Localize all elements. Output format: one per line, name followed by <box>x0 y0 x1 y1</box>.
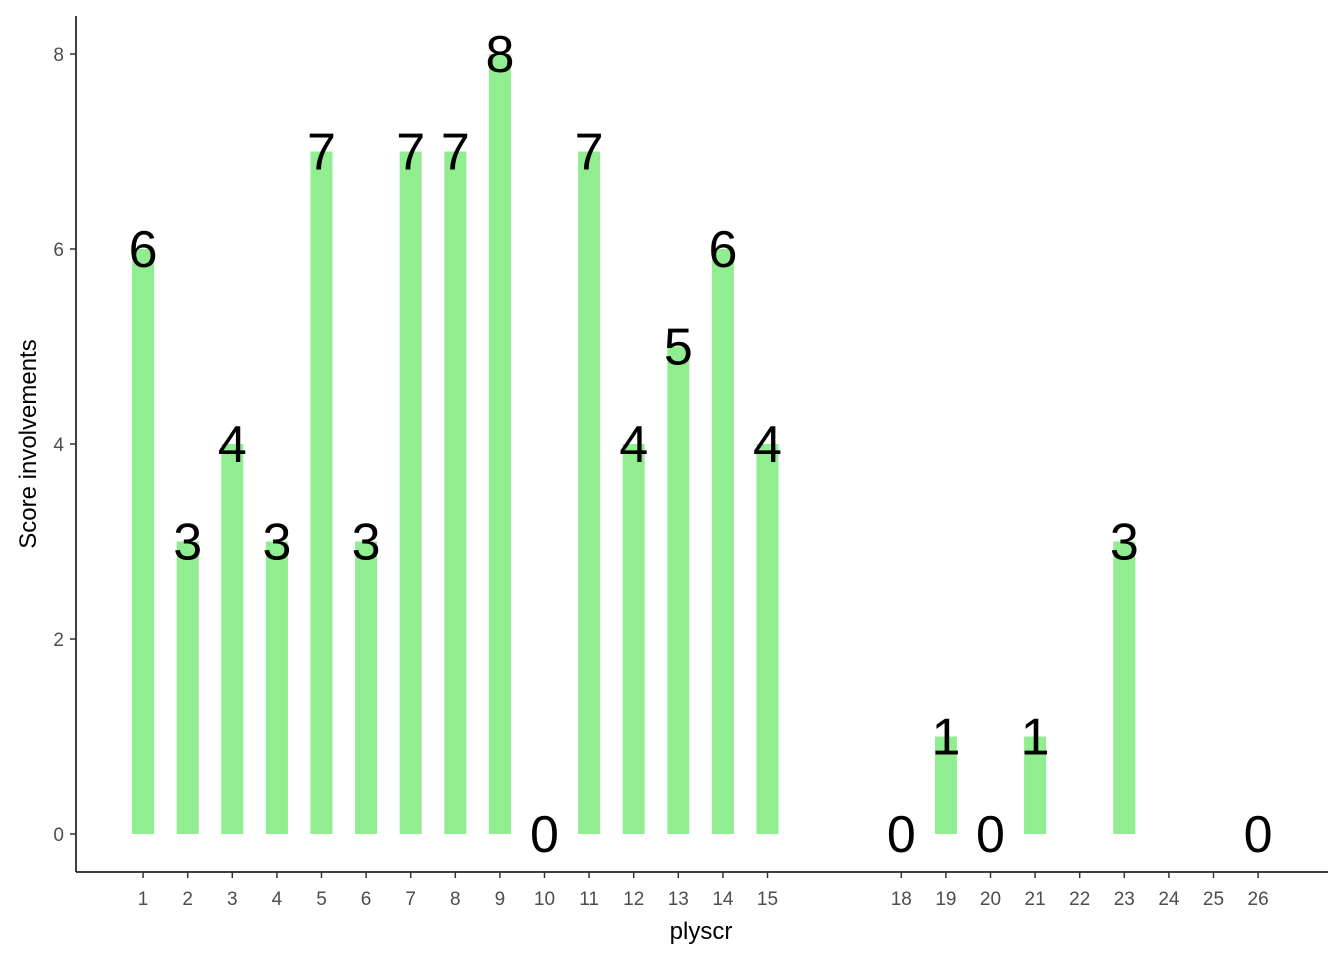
x-tick-label-9: 9 <box>495 889 506 910</box>
data-label-5: 7 <box>307 124 336 182</box>
x-tick-label-1: 1 <box>138 889 149 910</box>
bar-5 <box>310 151 333 834</box>
bar-1 <box>132 249 155 834</box>
bar-8 <box>444 151 467 834</box>
bars-layer <box>132 54 1136 834</box>
x-tick-label-23: 23 <box>1114 889 1135 910</box>
data-label-6: 3 <box>352 514 381 572</box>
x-tick-label-2: 2 <box>182 889 193 910</box>
bar-14 <box>711 249 734 834</box>
x-tick-label-21: 21 <box>1025 889 1046 910</box>
data-label-8: 7 <box>441 124 470 182</box>
x-tick-label-4: 4 <box>272 889 283 910</box>
y-tick-label-4: 4 <box>53 435 64 456</box>
data-label-23: 3 <box>1110 514 1139 572</box>
x-tick-label-25: 25 <box>1203 889 1224 910</box>
x-tick-label-19: 19 <box>935 889 956 910</box>
bar-21 <box>1024 736 1047 834</box>
data-label-14: 6 <box>708 221 737 279</box>
y-axis-ticks: 0 2 4 6 8 <box>53 45 76 846</box>
y-tick-label-2: 2 <box>53 630 64 651</box>
x-tick-label-6: 6 <box>361 889 372 910</box>
x-tick-label-14: 14 <box>712 889 734 910</box>
x-tick-label-8: 8 <box>450 889 461 910</box>
data-label-7: 7 <box>396 124 425 182</box>
data-label-13: 5 <box>664 319 693 377</box>
y-tick-label-8: 8 <box>53 45 64 66</box>
data-label-18: 0 <box>887 806 916 864</box>
bar-7 <box>399 151 422 834</box>
bar-3 <box>221 444 244 834</box>
data-label-3: 4 <box>218 416 247 474</box>
x-axis-ticks: 1 2 3 4 5 6 7 8 9 10 11 12 13 14 15 18 19 20 21 22 23 24 25 26 <box>138 872 1269 910</box>
x-tick-label-22: 22 <box>1069 889 1090 910</box>
data-label-26: 0 <box>1244 806 1273 864</box>
bar-4 <box>265 541 288 834</box>
data-label-15: 4 <box>753 416 782 474</box>
data-label-2: 3 <box>173 514 202 572</box>
x-tick-label-12: 12 <box>623 889 644 910</box>
bar-12 <box>622 444 645 834</box>
data-label-19: 1 <box>931 709 960 767</box>
x-tick-label-15: 15 <box>757 889 778 910</box>
x-tick-label-20: 20 <box>980 889 1001 910</box>
bar-13 <box>667 346 690 834</box>
bar-6 <box>355 541 378 834</box>
bar-2 <box>176 541 199 834</box>
x-tick-label-18: 18 <box>891 889 912 910</box>
x-tick-label-11: 11 <box>579 889 599 910</box>
data-label-12: 4 <box>619 416 648 474</box>
data-label-9: 8 <box>485 26 514 84</box>
data-label-10: 0 <box>530 806 559 864</box>
bar-15 <box>756 444 779 834</box>
x-tick-label-13: 13 <box>668 889 689 910</box>
y-axis-title: Score involvements <box>15 339 42 548</box>
x-tick-label-3: 3 <box>227 889 238 910</box>
data-label-20: 0 <box>976 806 1005 864</box>
bar-23 <box>1113 541 1136 834</box>
x-tick-label-7: 7 <box>405 889 416 910</box>
data-label-11: 7 <box>575 124 604 182</box>
data-label-1: 6 <box>129 221 158 279</box>
y-tick-label-0: 0 <box>53 825 64 846</box>
x-tick-label-26: 26 <box>1248 889 1269 910</box>
data-label-4: 3 <box>262 514 291 572</box>
y-tick-label-6: 6 <box>53 240 64 261</box>
bar-11 <box>578 151 601 834</box>
x-tick-label-10: 10 <box>534 889 555 910</box>
bar-9 <box>488 54 511 834</box>
x-tick-label-24: 24 <box>1158 889 1180 910</box>
data-label-21: 1 <box>1021 709 1050 767</box>
bar-19 <box>934 736 957 834</box>
x-axis-title: plyscr <box>670 918 733 945</box>
x-tick-label-5: 5 <box>316 889 327 910</box>
